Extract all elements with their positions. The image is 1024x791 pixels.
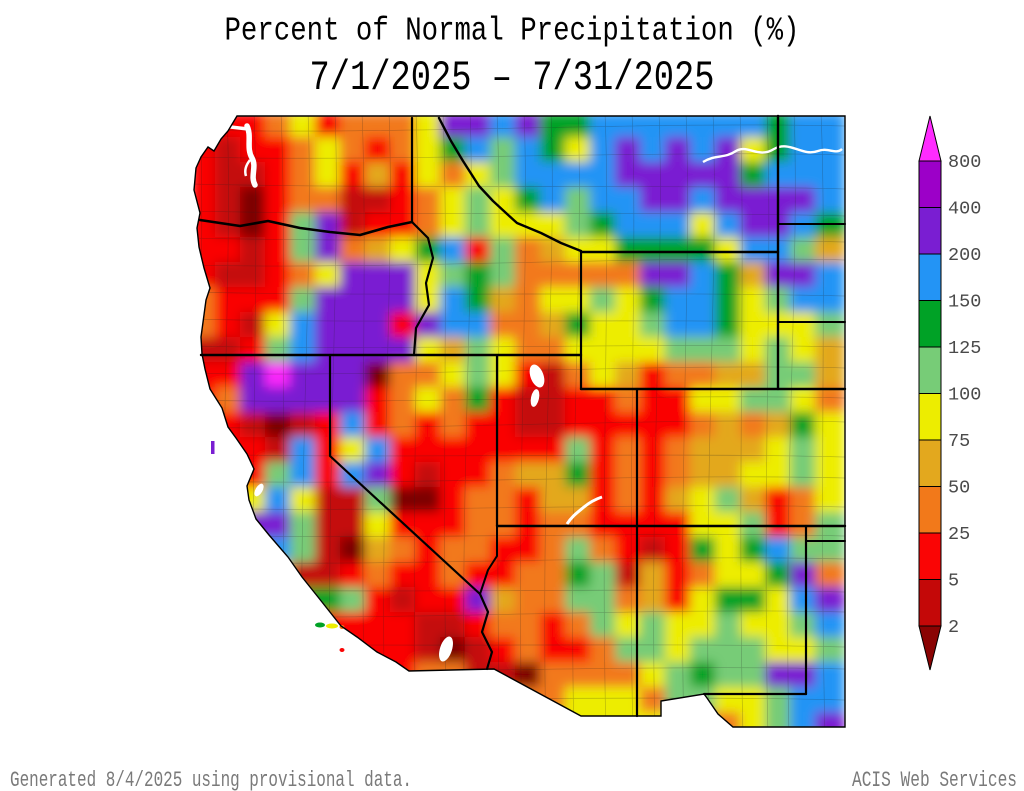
svg-text:50: 50 <box>948 478 970 499</box>
svg-text:200: 200 <box>948 245 981 266</box>
svg-text:2: 2 <box>948 617 959 638</box>
svg-text:150: 150 <box>948 292 981 313</box>
svg-text:125: 125 <box>948 338 981 359</box>
svg-text:5: 5 <box>948 571 959 592</box>
svg-text:Percent of Normal Precipitatio: Percent of Normal Precipitation (%) <box>225 13 800 50</box>
svg-text:400: 400 <box>948 199 981 220</box>
svg-text:75: 75 <box>948 431 970 452</box>
svg-text:100: 100 <box>948 385 981 406</box>
svg-text:ACIS Web Services: ACIS Web Services <box>852 768 1017 791</box>
svg-text:800: 800 <box>948 152 981 173</box>
svg-text:7/1/2025 – 7/31/2025: 7/1/2025 – 7/31/2025 <box>310 54 715 102</box>
svg-text:25: 25 <box>948 524 970 545</box>
svg-text:Generated 8/4/2025 using provi: Generated 8/4/2025 using provisional dat… <box>10 768 412 791</box>
